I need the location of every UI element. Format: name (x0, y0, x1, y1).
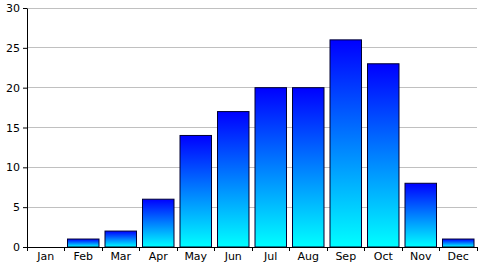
x-tick-label: Jun (224, 250, 242, 263)
x-tick-label: Jul (263, 250, 277, 263)
x-tick: Oct (374, 247, 394, 263)
x-tick: Jul (263, 247, 277, 263)
x-separator (177, 247, 178, 251)
x-separator (102, 247, 103, 251)
x-tick: Mar (110, 247, 131, 263)
x-separator (327, 247, 328, 251)
grid (27, 8, 477, 247)
x-tick-label: Mar (110, 250, 131, 263)
y-tick-label: 0 (13, 241, 20, 254)
x-tick: Aug (298, 247, 319, 263)
bar (293, 88, 325, 247)
y-tick: 10 (6, 161, 27, 174)
y-tick: 15 (6, 122, 27, 135)
grid-line (27, 8, 477, 9)
bar (180, 135, 212, 247)
bar (405, 183, 437, 247)
x-separator (214, 247, 215, 251)
bars (68, 40, 475, 247)
y-tick: 20 (6, 82, 27, 95)
bar (105, 231, 137, 247)
x-separator (439, 247, 440, 251)
y-tick-mark (23, 247, 27, 248)
x-separator (289, 247, 290, 251)
y-tick: 5 (13, 201, 27, 214)
x-separators (27, 247, 477, 251)
y-tick-mark (23, 167, 27, 168)
x-axis: Jan Feb Mar Apr May Jun Jul Aug Sep Oct Nov Dec (28, 247, 478, 263)
bar (255, 88, 287, 247)
bar (143, 199, 175, 247)
y-tick-label: 30 (6, 2, 20, 15)
bar (68, 239, 100, 247)
x-tick-label: Feb (74, 250, 93, 263)
y-tick-label: 15 (6, 122, 20, 135)
x-tick: Sep (335, 247, 356, 263)
x-tick: May (184, 247, 207, 263)
x-tick-label: Jan (36, 250, 54, 263)
y-tick-label: 20 (6, 82, 20, 95)
x-tick-label: Dec (448, 250, 469, 263)
y-tick-label: 25 (6, 42, 20, 55)
y-tick-mark (23, 88, 27, 89)
bar (330, 40, 362, 247)
x-separator (402, 247, 403, 251)
x-tick-label: Oct (374, 250, 394, 263)
grid-line (27, 47, 477, 48)
x-tick: Nov (410, 247, 432, 263)
x-separator (139, 247, 140, 251)
x-separator (477, 247, 478, 251)
y-tick-mark (23, 128, 27, 129)
y-axis: 0 5 10 15 20 25 30 (6, 2, 28, 254)
x-separator (252, 247, 253, 251)
y-tick-mark (23, 8, 27, 9)
y-tick: 25 (6, 42, 27, 55)
x-separator (64, 247, 65, 251)
y-tick-mark (23, 207, 27, 208)
chart: 0 5 10 15 20 25 30 Jan Feb Mar Apr May Jun Jul Aug Sep O… (0, 0, 480, 266)
bar (218, 112, 250, 247)
grid-line (27, 87, 477, 88)
x-tick-label: Sep (335, 250, 356, 263)
y-tick-mark (23, 48, 27, 49)
grid-line (27, 167, 477, 168)
x-separator (364, 247, 365, 251)
bar (368, 64, 400, 247)
y-tick: 30 (6, 2, 27, 15)
bar (30, 247, 62, 248)
y-axis-line (27, 9, 28, 248)
plot: 0 5 10 15 20 25 30 Jan Feb Mar Apr May Jun Jul Aug Sep O… (6, 2, 478, 263)
x-tick-label: Aug (298, 250, 319, 263)
y-tick-label: 5 (13, 201, 20, 214)
y-tick: 0 (13, 241, 27, 254)
x-tick-label: May (184, 250, 207, 263)
x-tick: Jan (36, 247, 54, 263)
x-tick: Dec (448, 247, 469, 263)
x-separator (27, 247, 28, 251)
x-tick: Feb (74, 247, 93, 263)
y-tick-label: 10 (6, 161, 20, 174)
x-tick-label: Apr (149, 250, 169, 263)
bar (443, 239, 475, 247)
x-tick: Jun (224, 247, 242, 263)
grid-line (27, 127, 477, 128)
x-tick-label: Nov (410, 250, 432, 263)
x-tick: Apr (149, 247, 169, 263)
